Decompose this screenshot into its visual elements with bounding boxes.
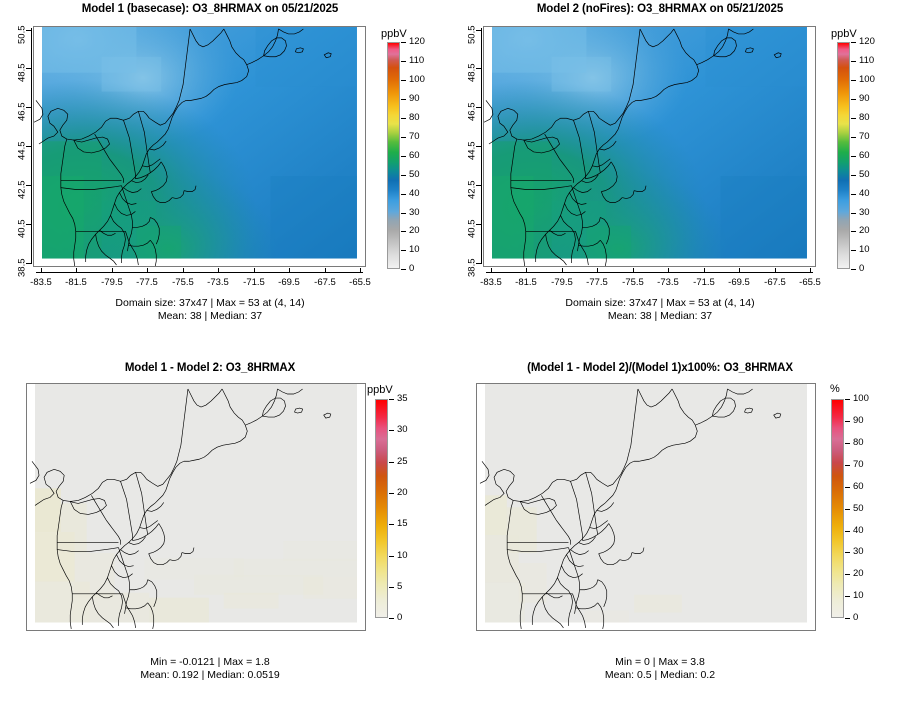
coastline-overlay — [477, 384, 815, 630]
panel-difference-percent: (Model 1 - Model 2)/(Model 1)x100%: O3_8… — [450, 353, 900, 706]
panel-stats: Min = 0 | Max = 3.8 Mean: 0.5 | Median: 0… — [604, 656, 716, 681]
panel-title: (Model 1 - Model 2)/(Model 1)x100%: O3_8… — [527, 362, 793, 374]
map-plot-area — [483, 26, 816, 267]
ozone-raster — [492, 27, 807, 259]
panel-model1: Model 1 (basecase): O3_8HRMAX on 05/21/2… — [0, 0, 450, 353]
panel-stats: Min = -0.0121 | Max = 1.8 Mean: 0.192 | M… — [140, 656, 280, 681]
difference-raster — [35, 384, 357, 623]
panel-difference-absolute: Model 1 - Model 2: O3_8HRMAX — [0, 353, 450, 706]
coastline-overlay — [27, 384, 365, 630]
coastline-overlay — [34, 27, 365, 266]
colorbar-gradient — [387, 42, 400, 269]
colorbar-gradient — [375, 399, 388, 618]
map-plot-area — [26, 383, 366, 631]
coastline-overlay — [484, 27, 815, 266]
colorbar-gradient — [837, 42, 850, 269]
difference-raster — [485, 384, 807, 623]
panel-stats: Domain size: 37x47 | Max = 53 at (4, 14)… — [565, 297, 755, 322]
panel-stats: Domain size: 37x47 | Max = 53 at (4, 14)… — [115, 297, 305, 322]
ozone-raster — [42, 27, 357, 259]
panel-title: Model 1 (basecase): O3_8HRMAX on 05/21/2… — [81, 3, 339, 15]
panel-model2: Model 2 (noFires): O3_8HRMAX on 05/21/20… — [450, 0, 900, 353]
colorbar-unit: ppbV — [367, 384, 393, 396]
panel-title: Model 2 (noFires): O3_8HRMAX on 05/21/20… — [536, 3, 784, 15]
map-plot-area — [33, 26, 366, 267]
colorbar-unit: % — [830, 383, 840, 395]
colorbar-gradient — [831, 399, 844, 618]
map-plot-area — [476, 383, 816, 631]
panel-title: Model 1 - Model 2: O3_8HRMAX — [124, 362, 296, 374]
colorbar-unit: ppbV — [381, 28, 407, 40]
colorbar-unit: ppbV — [831, 28, 857, 40]
